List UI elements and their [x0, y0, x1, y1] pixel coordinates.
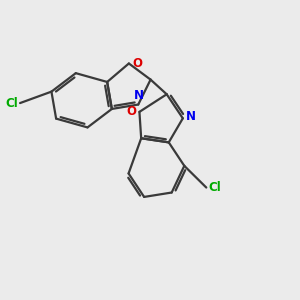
Text: N: N [186, 110, 197, 123]
Text: Cl: Cl [208, 181, 221, 194]
Text: O: O [126, 105, 136, 119]
Text: O: O [132, 57, 142, 70]
Text: N: N [134, 88, 144, 102]
Text: Cl: Cl [5, 97, 18, 110]
